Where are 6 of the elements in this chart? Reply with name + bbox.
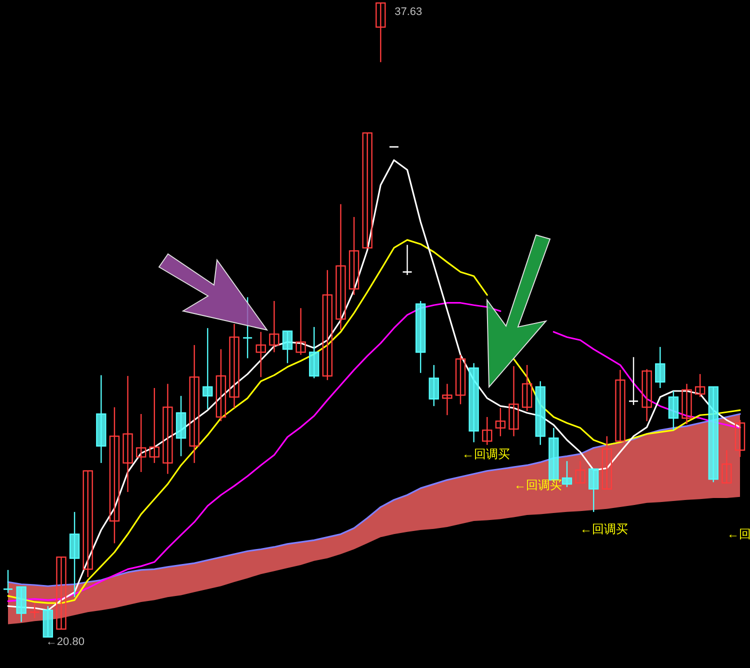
annotation: ←20.80	[46, 636, 84, 648]
annotation: ←回调买	[580, 522, 628, 536]
annotation: 37.63	[394, 6, 422, 18]
annotation: ←回调买	[514, 478, 562, 492]
annotation: ←回调买	[462, 447, 510, 461]
annotation: ←回	[727, 527, 750, 541]
